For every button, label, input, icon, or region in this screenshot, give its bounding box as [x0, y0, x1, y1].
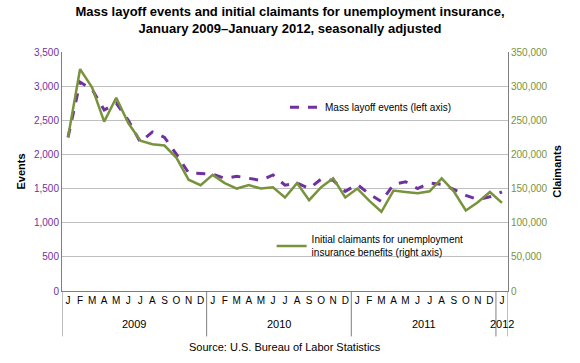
svg-text:J: J	[138, 295, 143, 306]
svg-text:J: J	[499, 295, 504, 306]
svg-text:200,000: 200,000	[511, 149, 548, 160]
svg-text:J: J	[283, 295, 288, 306]
svg-text:Claimants: Claimants	[551, 145, 563, 198]
svg-text:J: J	[427, 295, 432, 306]
svg-text:D: D	[197, 295, 204, 306]
svg-text:500: 500	[42, 251, 59, 262]
svg-text:0: 0	[53, 286, 59, 297]
svg-text:J: J	[210, 295, 215, 306]
svg-text:0: 0	[511, 286, 517, 297]
svg-text:M: M	[401, 295, 409, 306]
svg-text:O: O	[173, 295, 181, 306]
svg-text:250,000: 250,000	[511, 115, 548, 126]
svg-text:J: J	[270, 295, 275, 306]
svg-text:J: J	[355, 295, 360, 306]
svg-text:2,500: 2,500	[34, 115, 59, 126]
svg-text:3,000: 3,000	[34, 81, 59, 92]
svg-text:300,000: 300,000	[511, 81, 548, 92]
svg-text:350,000: 350,000	[511, 47, 548, 58]
svg-text:Source: U.S. Bureau of Labor S: Source: U.S. Bureau of Labor Statistics	[189, 341, 381, 353]
svg-text:A: A	[246, 295, 253, 306]
svg-text:A: A	[438, 295, 445, 306]
svg-text:D: D	[486, 295, 493, 306]
svg-text:2012: 2012	[490, 318, 514, 330]
svg-text:2011: 2011	[412, 318, 436, 330]
svg-text:Events: Events	[15, 153, 27, 189]
svg-text:M: M	[377, 295, 385, 306]
svg-text:150,000: 150,000	[511, 183, 548, 194]
svg-text:F: F	[222, 295, 228, 306]
svg-text:2009: 2009	[122, 318, 146, 330]
svg-text:M: M	[88, 295, 96, 306]
svg-text:A: A	[294, 295, 301, 306]
svg-text:J: J	[126, 295, 131, 306]
svg-text:1,500: 1,500	[34, 183, 59, 194]
svg-text:O: O	[462, 295, 470, 306]
svg-text:2010: 2010	[267, 318, 291, 330]
svg-text:S: S	[450, 295, 457, 306]
svg-text:3,500: 3,500	[34, 47, 59, 58]
svg-text:A: A	[101, 295, 108, 306]
svg-text:Mass layoff events (left axis): Mass layoff events (left axis)	[325, 102, 451, 113]
svg-text:J: J	[66, 295, 71, 306]
svg-text:D: D	[342, 295, 349, 306]
svg-text:N: N	[185, 295, 192, 306]
svg-text:N: N	[330, 295, 337, 306]
svg-text:2,000: 2,000	[34, 149, 59, 160]
svg-text:O: O	[317, 295, 325, 306]
svg-text:F: F	[77, 295, 83, 306]
svg-text:A: A	[390, 295, 397, 306]
svg-text:50,000: 50,000	[511, 251, 542, 262]
svg-text:M: M	[257, 295, 265, 306]
svg-text:S: S	[306, 295, 313, 306]
svg-text:M: M	[112, 295, 120, 306]
svg-text:100,000: 100,000	[511, 217, 548, 228]
svg-text:F: F	[366, 295, 372, 306]
svg-text:J: J	[415, 295, 420, 306]
svg-text:M: M	[233, 295, 241, 306]
svg-text:S: S	[161, 295, 168, 306]
svg-text:N: N	[474, 295, 481, 306]
svg-text:Initial claimants for unemploy: Initial claimants for unemploymentinsura…	[312, 234, 463, 258]
svg-text:Mass layoff events and initial: Mass layoff events and initial claimants…	[75, 4, 504, 36]
svg-text:A: A	[149, 295, 156, 306]
svg-text:1,000: 1,000	[34, 217, 59, 228]
